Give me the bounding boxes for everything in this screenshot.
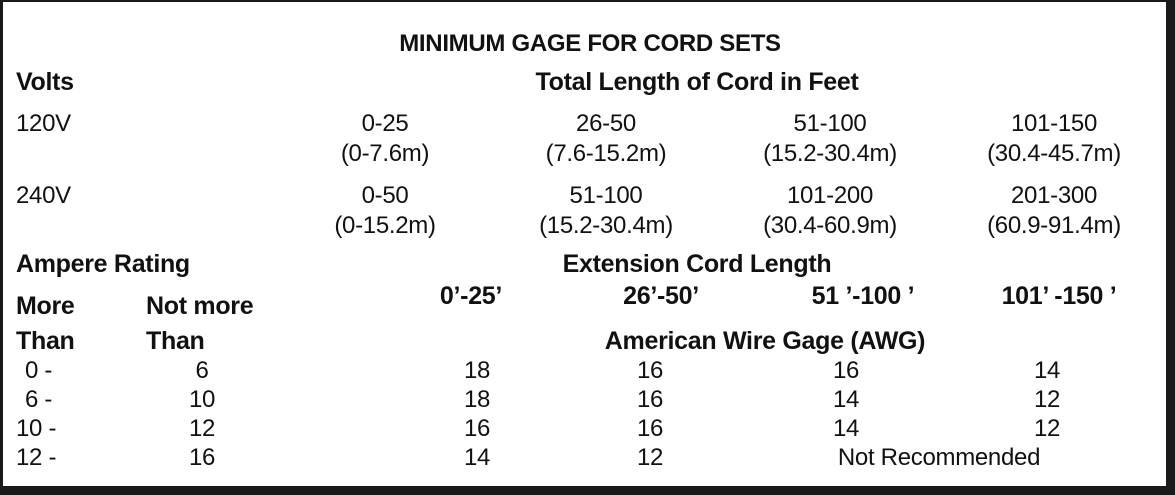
ampere-rating-label: Ampere Rating — [16, 250, 190, 278]
range-ft: 201-300 — [1011, 182, 1097, 209]
length-column-header: 0’-25’ — [439, 282, 503, 310]
not-more-than-label: Than — [146, 327, 205, 355]
more-than-label: Than — [16, 327, 75, 355]
not-more-than-label: Not more — [146, 292, 254, 320]
gage-value: 14 — [832, 386, 860, 413]
table-title: MINIMUM GAGE FOR CORD SETS — [399, 30, 781, 57]
not-more-than-value: 6 — [195, 357, 209, 384]
gage-value: 12 — [1033, 415, 1061, 442]
length-column-header: 51 ’-100 ’ — [811, 282, 915, 310]
length-column-header: 26’-50’ — [623, 282, 699, 310]
total-length-label: Total Length of Cord in Feet — [535, 68, 859, 96]
gage-value: 14 — [1033, 357, 1061, 384]
gage-value: 16 — [463, 415, 491, 442]
gage-value: 14 — [463, 444, 491, 471]
range-ft: 101-150 — [1011, 110, 1097, 137]
not-more-than-value: 10 — [188, 386, 216, 413]
gage-value: 18 — [463, 357, 491, 384]
more-than-value: 12 - — [16, 444, 57, 471]
not-more-than-value: 12 — [188, 415, 216, 442]
range-ft: 0-25 — [361, 110, 409, 137]
range-m: (0-15.2m) — [334, 212, 436, 239]
gage-value: 12 — [636, 444, 664, 471]
gage-value: 16 — [832, 357, 860, 384]
range-ft: 26-50 — [576, 110, 636, 137]
length-column-header: 101’ -150 ’ — [1001, 282, 1117, 310]
range-m: (15.2-30.4m) — [539, 212, 673, 239]
volts-label: Volts — [16, 68, 74, 96]
not-more-than-value: 16 — [188, 444, 216, 471]
range-m: (30.4-60.9m) — [763, 212, 897, 239]
voltage-120v: 120V — [16, 110, 71, 137]
awg-label: American Wire Gage (AWG) — [604, 327, 926, 355]
range-ft: 101-200 — [787, 182, 873, 209]
range-m: (0-7.6m) — [340, 140, 430, 167]
gage-value: 16 — [636, 386, 664, 413]
gage-value: 16 — [636, 357, 664, 384]
range-m: (7.6-15.2m) — [545, 140, 667, 167]
gage-value: 12 — [1033, 386, 1061, 413]
range-ft: 51-100 — [569, 182, 643, 209]
gage-value: 16 — [636, 415, 664, 442]
more-than-value: 10 - — [16, 415, 57, 442]
range-ft: 0-50 — [361, 182, 409, 209]
range-m: (15.2-30.4m) — [763, 140, 897, 167]
extension-cord-length-label: Extension Cord Length — [562, 250, 832, 278]
more-than-label: More — [16, 292, 75, 320]
gage-value: 18 — [463, 386, 491, 413]
more-than-value: 0 - — [25, 357, 53, 384]
range-m: (30.4-45.7m) — [987, 140, 1121, 167]
range-m: (60.9-91.4m) — [987, 212, 1121, 239]
gage-value: 14 — [832, 415, 860, 442]
more-than-value: 6 - — [25, 386, 53, 413]
not-recommended-note: Not Recommended — [837, 444, 1041, 471]
voltage-240v: 240V — [16, 182, 71, 209]
range-ft: 51-100 — [793, 110, 867, 137]
